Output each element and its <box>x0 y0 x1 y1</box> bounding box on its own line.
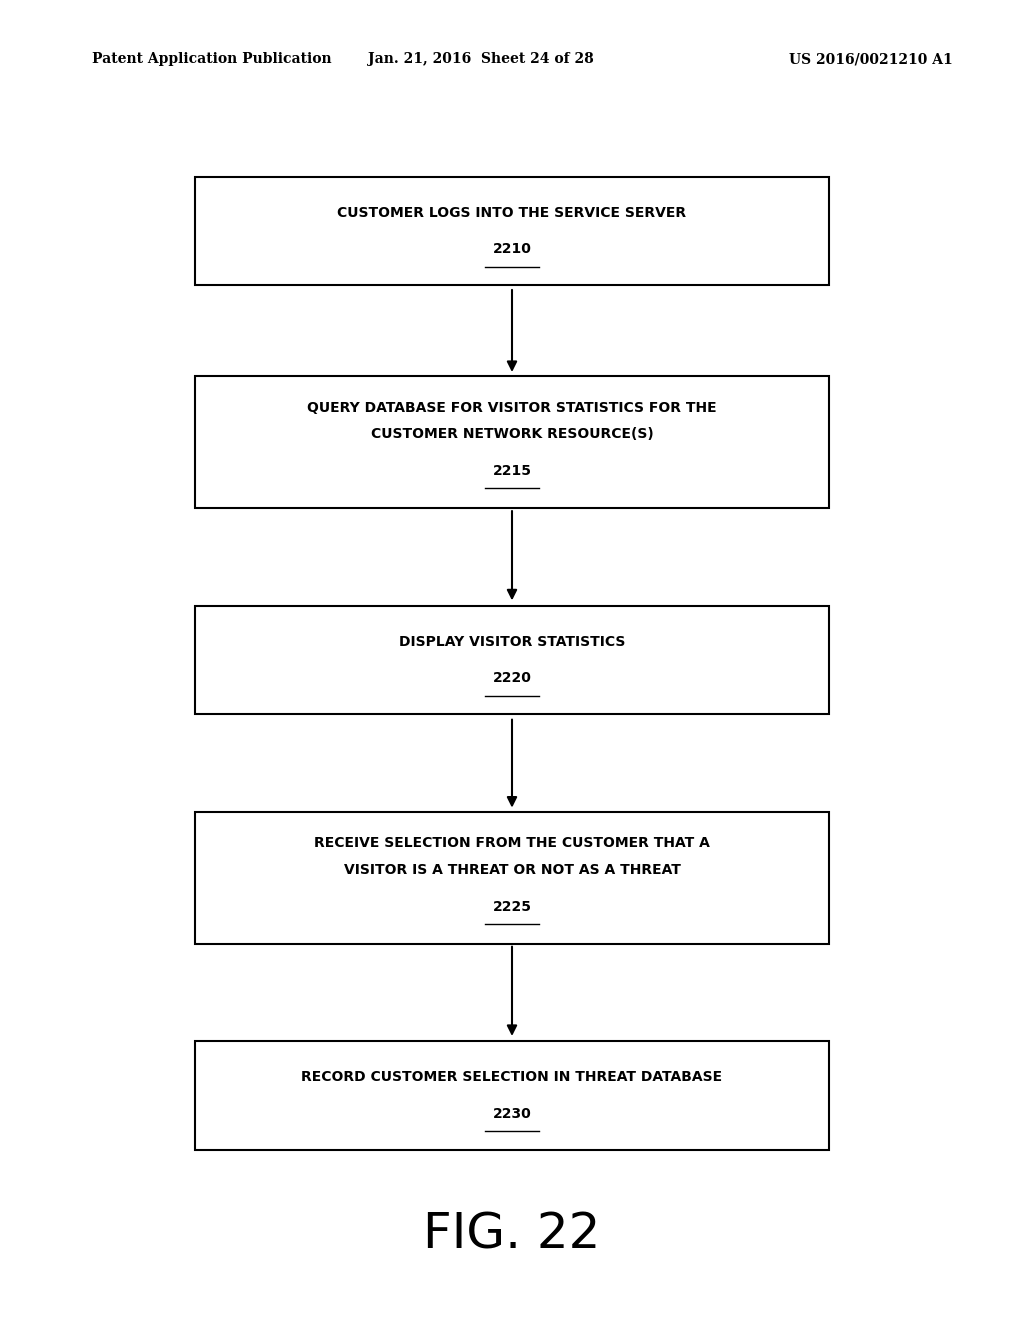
Text: Jan. 21, 2016  Sheet 24 of 28: Jan. 21, 2016 Sheet 24 of 28 <box>369 53 594 66</box>
Text: US 2016/0021210 A1: US 2016/0021210 A1 <box>788 53 952 66</box>
Text: 2225: 2225 <box>493 900 531 913</box>
Text: 2215: 2215 <box>493 465 531 478</box>
Text: DISPLAY VISITOR STATISTICS: DISPLAY VISITOR STATISTICS <box>398 635 626 648</box>
Text: CUSTOMER LOGS INTO THE SERVICE SERVER: CUSTOMER LOGS INTO THE SERVICE SERVER <box>338 206 686 219</box>
Text: RECORD CUSTOMER SELECTION IN THREAT DATABASE: RECORD CUSTOMER SELECTION IN THREAT DATA… <box>301 1071 723 1084</box>
FancyBboxPatch shape <box>195 606 829 714</box>
FancyBboxPatch shape <box>195 177 829 285</box>
Text: RECEIVE SELECTION FROM THE CUSTOMER THAT A: RECEIVE SELECTION FROM THE CUSTOMER THAT… <box>314 837 710 850</box>
Text: 2230: 2230 <box>493 1107 531 1121</box>
Text: 2220: 2220 <box>493 672 531 685</box>
Text: QUERY DATABASE FOR VISITOR STATISTICS FOR THE: QUERY DATABASE FOR VISITOR STATISTICS FO… <box>307 401 717 414</box>
FancyBboxPatch shape <box>195 376 829 508</box>
Text: 2210: 2210 <box>493 243 531 256</box>
FancyBboxPatch shape <box>195 812 829 944</box>
Text: Patent Application Publication: Patent Application Publication <box>92 53 332 66</box>
Text: CUSTOMER NETWORK RESOURCE(S): CUSTOMER NETWORK RESOURCE(S) <box>371 428 653 441</box>
FancyBboxPatch shape <box>195 1041 829 1150</box>
Text: FIG. 22: FIG. 22 <box>423 1210 601 1258</box>
Text: VISITOR IS A THREAT OR NOT AS A THREAT: VISITOR IS A THREAT OR NOT AS A THREAT <box>344 863 680 876</box>
